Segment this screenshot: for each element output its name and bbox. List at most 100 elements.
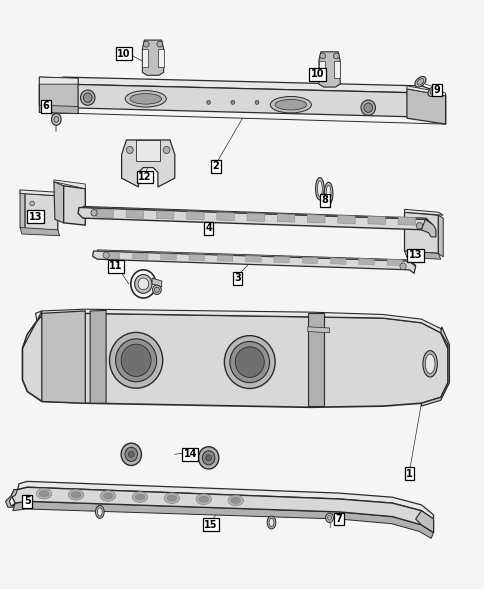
Polygon shape: [25, 193, 58, 233]
Polygon shape: [39, 77, 445, 102]
Ellipse shape: [39, 491, 49, 497]
Text: 8: 8: [320, 196, 328, 206]
Ellipse shape: [325, 513, 333, 522]
Ellipse shape: [68, 489, 84, 500]
Ellipse shape: [144, 173, 152, 181]
Ellipse shape: [198, 497, 208, 502]
Text: 10: 10: [117, 48, 131, 58]
Ellipse shape: [130, 94, 161, 104]
Text: 5: 5: [24, 497, 30, 507]
Polygon shape: [318, 61, 324, 78]
Polygon shape: [17, 481, 433, 519]
Ellipse shape: [315, 177, 324, 200]
Ellipse shape: [270, 97, 311, 113]
Polygon shape: [273, 256, 289, 263]
Ellipse shape: [115, 339, 156, 382]
Ellipse shape: [196, 494, 211, 505]
Ellipse shape: [128, 451, 134, 457]
Polygon shape: [142, 40, 163, 75]
Ellipse shape: [163, 147, 169, 154]
Polygon shape: [404, 212, 438, 253]
Polygon shape: [121, 140, 174, 187]
Polygon shape: [126, 210, 143, 219]
Ellipse shape: [198, 446, 218, 469]
Polygon shape: [83, 206, 431, 225]
Polygon shape: [406, 89, 445, 124]
Polygon shape: [421, 219, 435, 237]
Ellipse shape: [206, 100, 210, 104]
Polygon shape: [367, 216, 385, 224]
Ellipse shape: [135, 494, 144, 500]
Ellipse shape: [333, 53, 338, 59]
Polygon shape: [160, 254, 176, 260]
Ellipse shape: [327, 515, 331, 520]
Ellipse shape: [317, 180, 322, 197]
Polygon shape: [96, 209, 113, 217]
Ellipse shape: [152, 285, 161, 294]
Polygon shape: [20, 190, 25, 231]
Polygon shape: [333, 61, 339, 78]
Polygon shape: [42, 311, 85, 403]
Polygon shape: [97, 250, 415, 266]
Ellipse shape: [422, 350, 437, 377]
Ellipse shape: [205, 455, 211, 461]
Polygon shape: [189, 254, 204, 261]
Polygon shape: [318, 52, 339, 87]
Ellipse shape: [164, 493, 179, 504]
Text: 9: 9: [433, 85, 439, 95]
Ellipse shape: [229, 342, 269, 383]
Polygon shape: [277, 214, 294, 222]
Polygon shape: [20, 227, 60, 236]
Ellipse shape: [166, 495, 176, 501]
Ellipse shape: [227, 495, 243, 506]
Ellipse shape: [121, 344, 151, 376]
Ellipse shape: [416, 78, 423, 85]
Polygon shape: [158, 49, 163, 67]
Text: 14: 14: [183, 449, 197, 459]
Polygon shape: [63, 186, 85, 225]
Ellipse shape: [230, 100, 234, 104]
Ellipse shape: [269, 518, 273, 527]
Polygon shape: [406, 86, 445, 96]
Text: 1: 1: [405, 469, 412, 479]
Polygon shape: [11, 487, 433, 532]
Text: 6: 6: [42, 101, 49, 111]
Polygon shape: [92, 251, 415, 273]
Ellipse shape: [230, 498, 240, 504]
Ellipse shape: [103, 252, 109, 259]
Ellipse shape: [414, 77, 425, 87]
Polygon shape: [152, 278, 161, 287]
Polygon shape: [307, 327, 329, 333]
Polygon shape: [54, 181, 63, 223]
Ellipse shape: [360, 100, 375, 115]
Polygon shape: [13, 501, 433, 538]
Ellipse shape: [415, 223, 422, 229]
Polygon shape: [20, 190, 58, 196]
Ellipse shape: [54, 117, 59, 123]
Ellipse shape: [121, 443, 141, 465]
Ellipse shape: [83, 93, 92, 102]
Ellipse shape: [51, 114, 61, 125]
Ellipse shape: [326, 185, 330, 201]
Polygon shape: [132, 253, 148, 259]
Text: 11: 11: [109, 262, 122, 272]
Polygon shape: [421, 327, 449, 406]
Text: 7: 7: [335, 514, 342, 524]
Polygon shape: [54, 180, 85, 188]
Ellipse shape: [138, 278, 149, 290]
Ellipse shape: [324, 182, 332, 204]
Polygon shape: [358, 259, 374, 265]
Ellipse shape: [319, 53, 325, 59]
Polygon shape: [216, 213, 234, 220]
Ellipse shape: [95, 505, 104, 518]
Ellipse shape: [126, 147, 133, 154]
Polygon shape: [156, 211, 173, 219]
Ellipse shape: [429, 88, 436, 94]
Polygon shape: [302, 257, 317, 264]
Polygon shape: [438, 215, 442, 257]
Text: 10: 10: [310, 69, 323, 79]
Ellipse shape: [125, 91, 166, 107]
Polygon shape: [245, 256, 260, 262]
Ellipse shape: [135, 274, 152, 293]
Polygon shape: [78, 207, 431, 233]
